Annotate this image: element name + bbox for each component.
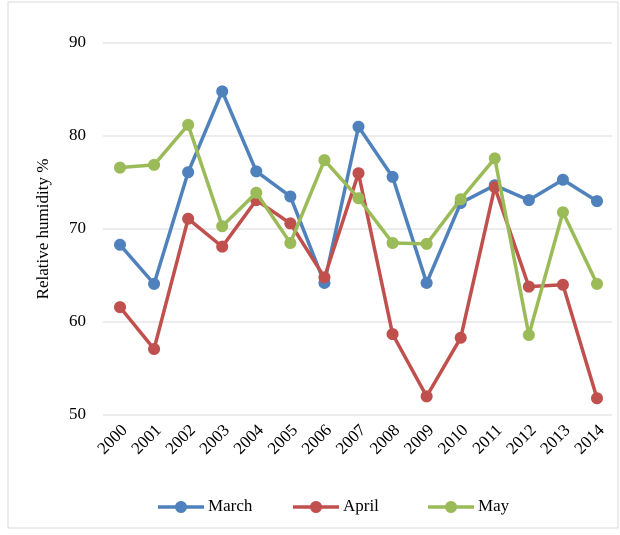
marker [182,212,195,225]
marker [148,342,161,355]
y-tick-label: 60 [69,311,86,330]
y-tick-label: 50 [69,404,86,423]
marker [522,329,535,342]
y-tick-label: 90 [69,32,86,51]
marker [556,206,569,219]
y-axis-label: Relative humidity % [33,159,52,300]
legend-label: April [343,496,379,515]
marker [352,120,365,133]
marker [114,161,126,174]
marker [591,392,603,405]
marker [591,195,603,208]
marker [352,167,365,180]
marker [386,328,399,341]
marker [420,276,433,289]
marker [182,118,195,131]
legend-marker [175,501,187,513]
marker [284,217,297,230]
marker [182,166,195,179]
marker [556,278,569,291]
marker [148,277,161,290]
marker [318,154,331,167]
marker [250,165,263,178]
legend-label: March [208,496,253,515]
y-tick-label: 80 [69,125,86,144]
marker [284,236,297,249]
marker [352,192,365,205]
marker [216,85,229,98]
marker [522,280,535,293]
marker [556,173,569,186]
marker [522,194,535,207]
marker [250,186,263,199]
marker [454,193,467,206]
marker [420,390,433,403]
legend-label: May [478,496,510,515]
marker [454,331,467,344]
legend-marker [445,501,457,513]
marker [488,152,501,165]
marker [386,170,399,183]
marker [114,238,126,251]
marker [386,236,399,249]
marker [216,220,229,233]
marker [114,301,126,314]
marker [318,271,331,284]
y-tick-label: 70 [69,218,86,237]
marker [591,277,603,290]
marker [420,237,433,250]
marker [284,190,297,203]
marker [216,240,229,253]
marker [148,158,161,171]
legend-marker [310,501,322,513]
marker [488,181,501,194]
